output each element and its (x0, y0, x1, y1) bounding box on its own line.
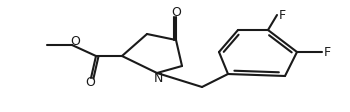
Text: O: O (171, 5, 181, 18)
Text: N: N (153, 71, 163, 84)
Text: O: O (85, 76, 95, 89)
Text: F: F (323, 45, 330, 58)
Text: O: O (70, 34, 80, 47)
Text: F: F (279, 9, 286, 22)
